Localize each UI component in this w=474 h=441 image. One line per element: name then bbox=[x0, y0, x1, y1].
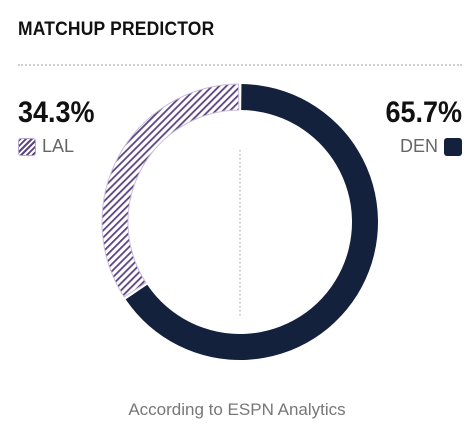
den-win-percentage: 65.7% bbox=[385, 96, 462, 129]
lal-hatch-swatch-icon bbox=[18, 137, 36, 156]
analytics-caption: According to ESPN Analytics bbox=[128, 400, 346, 419]
matchup-donut-chart bbox=[101, 83, 379, 360]
donut-slice-lal bbox=[101, 83, 240, 298]
widget-title: MATCHUP PREDICTOR bbox=[18, 19, 215, 40]
lal-win-percentage: 34.3% bbox=[18, 96, 95, 129]
den-team-label: DEN bbox=[400, 136, 462, 157]
den-solid-swatch-icon bbox=[444, 137, 462, 156]
den-team-name: DEN bbox=[399, 136, 438, 156]
lal-team-label: LAL bbox=[18, 136, 74, 157]
title-divider bbox=[18, 64, 462, 66]
lal-team-name: LAL bbox=[42, 136, 75, 156]
